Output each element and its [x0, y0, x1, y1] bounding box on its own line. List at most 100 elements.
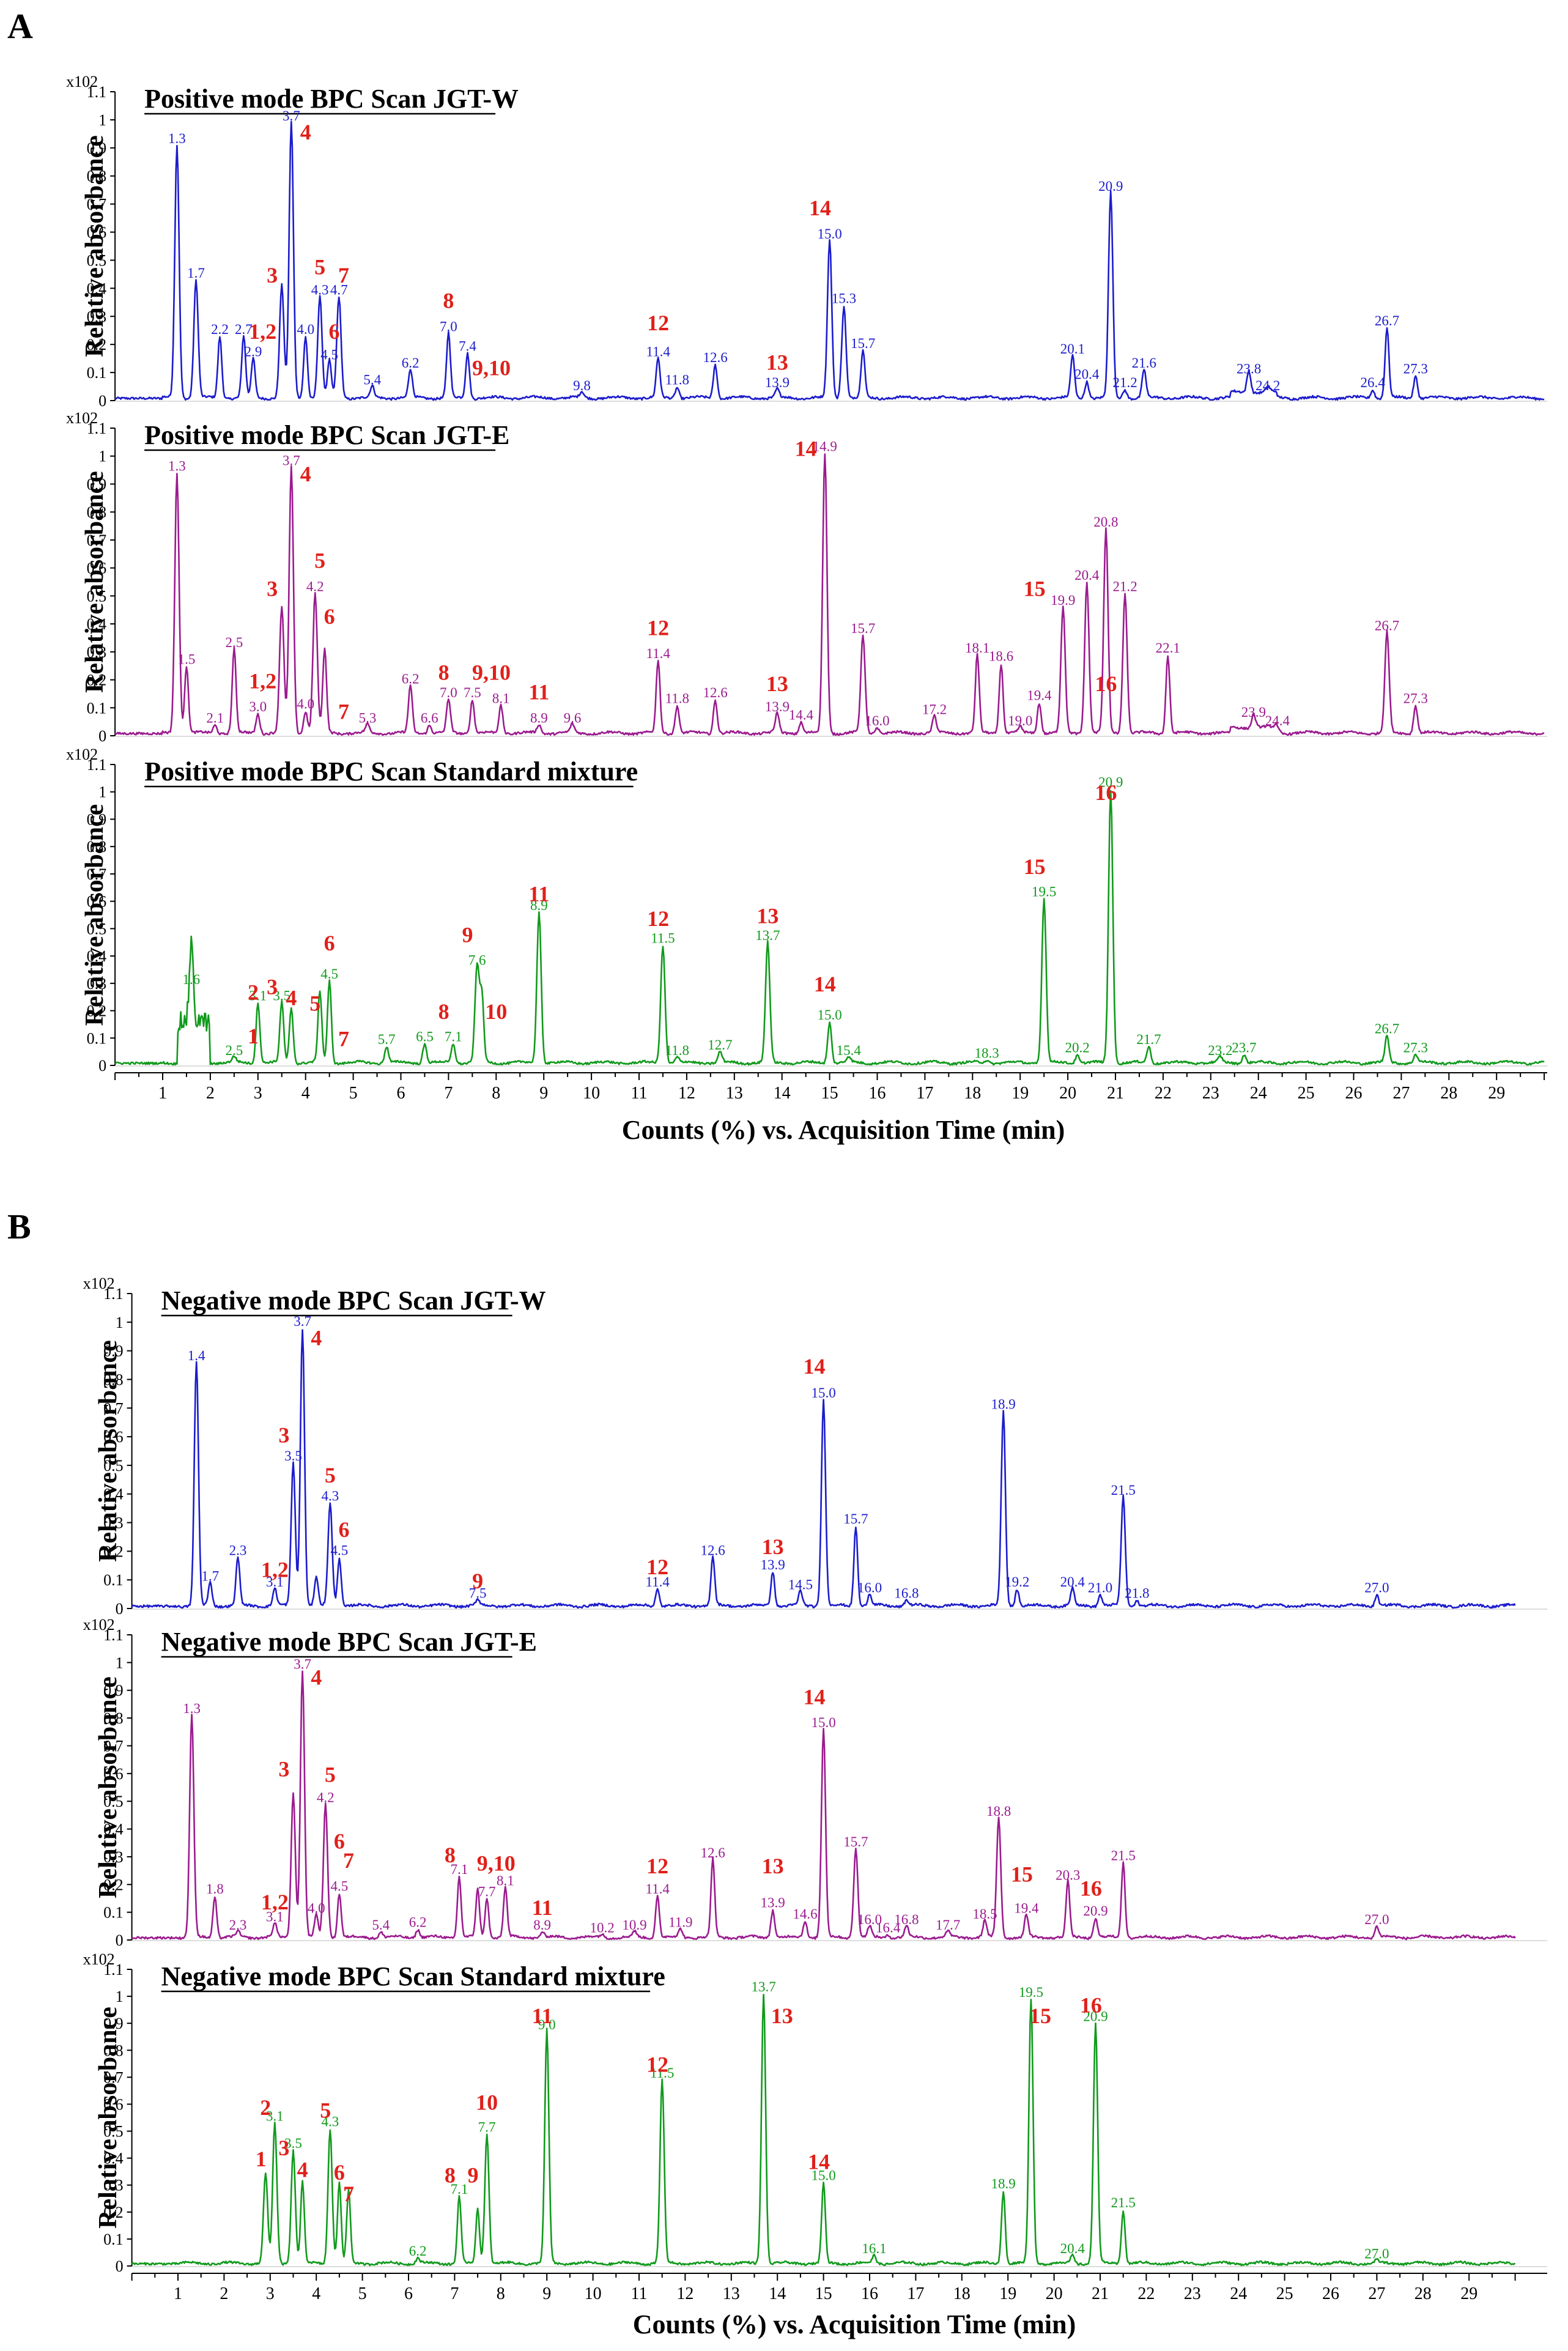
- y-tick-label: 0.6: [87, 224, 107, 242]
- panel-label-a: A: [7, 6, 33, 46]
- chart-title: Positive mode BPC Scan Standard mixture: [144, 757, 638, 787]
- y-tick-label: 0.3: [103, 1848, 124, 1866]
- x-tick-label: 13: [723, 2284, 740, 2303]
- y-axis-label: Relative absorbance: [81, 804, 109, 1026]
- peak-label: 2.9: [245, 344, 262, 360]
- compound-annotation: 4: [286, 986, 297, 1010]
- y-axis-label: Relative absorbance: [81, 135, 109, 357]
- y-tick-label: 0.9: [87, 139, 107, 157]
- peak-label: 3.1: [266, 1574, 284, 1590]
- peak-label: 20.9: [1083, 2009, 1108, 2024]
- y-tick-label: 1: [116, 1654, 124, 1672]
- y-tick-label: 0: [98, 1057, 106, 1075]
- compound-annotation: 9: [468, 2163, 479, 2187]
- peak-label: 4.0: [297, 322, 314, 337]
- y-tick-label: 1.1: [87, 756, 107, 774]
- peak-label: 16.0: [857, 1580, 882, 1595]
- y-tick-label: 0.8: [87, 503, 107, 521]
- y-tick-label: 0.1: [87, 699, 107, 717]
- y-tick-label: 0.8: [103, 1371, 124, 1388]
- x-axis-label-b: Counts (%) vs. Acquisition Time (min): [633, 2309, 1076, 2339]
- peak-label: 4.3: [311, 283, 329, 298]
- peak-label: 4.0: [308, 1901, 325, 1916]
- x-tick-label: 15: [815, 2284, 832, 2303]
- compound-annotation: 14: [814, 972, 836, 996]
- panel-b: 00.10.20.30.40.50.60.70.80.911.1x102Rela…: [83, 1275, 1547, 2303]
- peak-label: 13.7: [751, 1979, 775, 1994]
- peak-label: 3.0: [249, 699, 267, 714]
- compound-annotation: 14: [804, 1684, 826, 1709]
- peak-label: 11.5: [651, 931, 675, 946]
- y-tick-label: 0.1: [87, 364, 107, 382]
- peak-label: 8.1: [492, 690, 510, 706]
- compound-annotation: 10: [485, 999, 507, 1024]
- compound-annotation: 9: [472, 1569, 483, 1593]
- x-tick-label: 28: [1440, 1084, 1457, 1103]
- peak-label: 26.7: [1375, 313, 1399, 328]
- peak-label: 5.3: [359, 710, 377, 725]
- peak-label: 7.5: [469, 1586, 487, 1601]
- peak-label: 15.7: [851, 621, 875, 636]
- x-tick-label: 4: [312, 2284, 320, 2303]
- peak-label: 8.1: [497, 1873, 514, 1888]
- peak-label: 12.6: [703, 350, 728, 365]
- peak-label: 15.7: [843, 1511, 868, 1527]
- y-tick-label: 0.8: [87, 838, 107, 856]
- peak-label: 20.3: [1056, 1867, 1080, 1883]
- compound-annotation: 2: [260, 2095, 271, 2120]
- chart-title: Positive mode BPC Scan JGT-W: [144, 84, 519, 114]
- peak-label: 1.7: [187, 265, 205, 281]
- peak-label: 8.9: [533, 1917, 551, 1933]
- y-tick-label: 0.5: [87, 251, 107, 269]
- x-tick-label: 21: [1092, 2284, 1109, 2303]
- compound-annotation: 6: [324, 931, 335, 955]
- chromatogram-trace: [131, 1670, 1516, 1941]
- peak-label: 20.4: [1060, 2241, 1085, 2256]
- y-tick-label: 0.2: [103, 1876, 124, 1894]
- compound-annotation: 4: [300, 120, 311, 144]
- peak-label: 20.9: [1098, 775, 1123, 790]
- x-tick-label: 18: [953, 2284, 971, 2303]
- y-tick-label: 0.4: [87, 947, 107, 965]
- y-tick-label: 0.5: [103, 1457, 124, 1475]
- x-tick-label: 10: [583, 1084, 600, 1103]
- y-axis-label: Relative absorbance: [81, 471, 109, 693]
- peak-label: 14.5: [788, 1577, 813, 1593]
- compound-annotation: 15: [1029, 2004, 1051, 2028]
- peak-label: 8.9: [530, 898, 548, 913]
- y-tick-label: 1.1: [87, 83, 107, 101]
- compound-annotation: 8: [438, 999, 449, 1024]
- x-tick-label: 17: [916, 1084, 933, 1103]
- y-tick-label: 1.1: [87, 420, 107, 437]
- peak-label: 23.7: [1232, 1040, 1256, 1056]
- compound-annotation: 16: [1080, 1876, 1102, 1900]
- peak-label: 14.6: [793, 1906, 817, 1922]
- y-tick-label: 0.1: [87, 1029, 107, 1047]
- peak-label: 11.4: [645, 1574, 670, 1590]
- peak-label: 21.5: [1111, 1483, 1136, 1498]
- peak-label: 13.9: [761, 1557, 785, 1572]
- compound-annotation: 11: [528, 680, 549, 705]
- peak-label: 9.8: [573, 378, 591, 393]
- y-tick-label: 0.6: [87, 893, 107, 911]
- peak-label: 16.0: [865, 713, 889, 728]
- peak-label: 12.6: [703, 685, 728, 700]
- compound-annotation: 13: [762, 1535, 784, 1559]
- peak-label: 13.9: [761, 1895, 785, 1911]
- peak-label: 2.3: [229, 1542, 247, 1558]
- x-tick-label: 25: [1298, 1084, 1315, 1103]
- x-tick-label: 11: [631, 2284, 648, 2303]
- compound-annotation: 13: [762, 1854, 784, 1878]
- peak-label: 3.1: [266, 1909, 284, 1924]
- peak-label: 2.5: [225, 1043, 243, 1058]
- peak-label: 15.7: [851, 336, 875, 351]
- y-tick-label: 1: [116, 1988, 124, 2005]
- x-tick-label: 26: [1345, 1084, 1363, 1103]
- y-axis-label: Relative absorbance: [94, 1340, 122, 1562]
- x-tick-label: 21: [1107, 1084, 1124, 1103]
- peak-label: 22.1: [1156, 640, 1180, 656]
- compound-annotation: 6: [338, 1517, 349, 1542]
- y-tick-label: 0.3: [103, 2177, 124, 2194]
